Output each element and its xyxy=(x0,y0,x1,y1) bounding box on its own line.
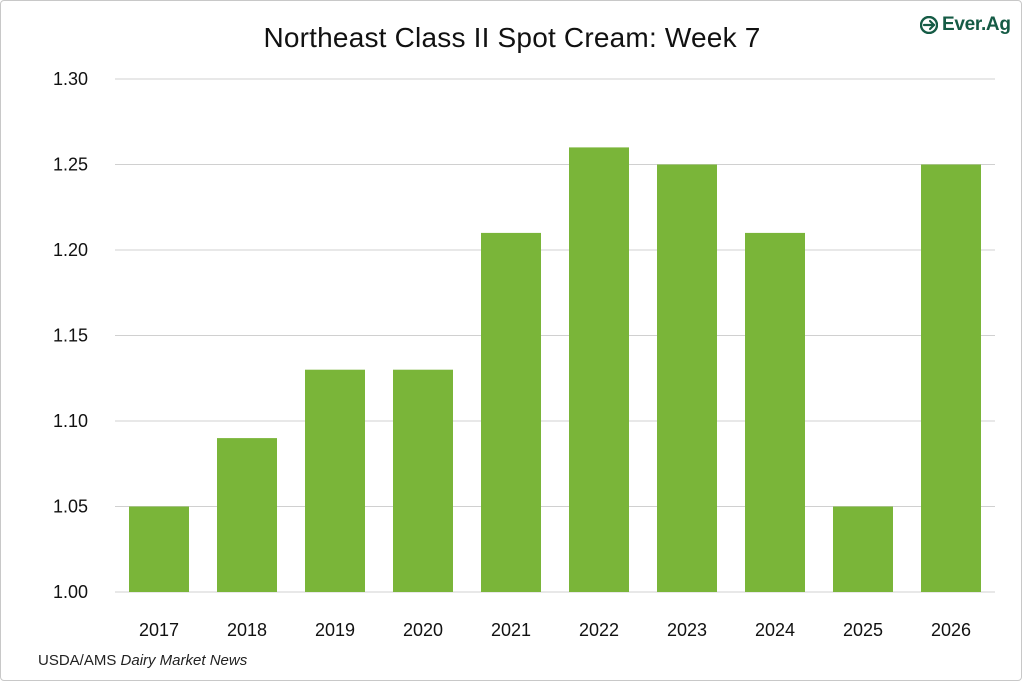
y-tick-label: 1.00 xyxy=(53,582,88,602)
bars xyxy=(129,147,981,592)
y-tick-label: 1.30 xyxy=(53,69,88,89)
x-tick-label: 2026 xyxy=(931,620,971,640)
x-tick-label: 2023 xyxy=(667,620,707,640)
y-tick-label: 1.15 xyxy=(53,326,88,346)
bar-2019 xyxy=(305,369,365,592)
bar-2018 xyxy=(217,438,277,592)
x-axis-ticks: 2017 2018 2019 2020 2021 2022 2023 2024 2025 2026 xyxy=(139,620,971,640)
bar-2023 xyxy=(657,164,717,592)
bar-2021 xyxy=(481,232,541,592)
y-tick-label: 1.25 xyxy=(53,155,88,175)
x-tick-label: 2018 xyxy=(227,620,267,640)
x-tick-label: 2025 xyxy=(843,620,883,640)
x-tick-label: 2022 xyxy=(579,620,619,640)
bar-2026 xyxy=(921,164,981,592)
x-tick-label: 2020 xyxy=(403,620,443,640)
chart-title: Northeast Class II Spot Cream: Week 7 xyxy=(263,22,761,53)
source-prefix: USDA/AMS xyxy=(38,652,121,669)
source-note: USDA/AMS Dairy Market News xyxy=(38,652,247,669)
ever-ag-logo: Ever.Ag xyxy=(920,10,1011,40)
y-axis-ticks: 1.00 1.05 1.10 1.15 1.20 1.25 1.30 xyxy=(53,69,88,602)
y-tick-label: 1.20 xyxy=(53,240,88,260)
bar-2025 xyxy=(833,506,893,592)
bar-2022 xyxy=(569,147,629,592)
x-tick-label: 2021 xyxy=(491,620,531,640)
source-publication: Dairy Market News xyxy=(120,652,248,669)
x-tick-label: 2019 xyxy=(315,620,355,640)
y-tick-label: 1.10 xyxy=(53,411,88,431)
bar-2017 xyxy=(129,506,189,592)
logo-text: Ever.Ag xyxy=(942,14,1011,35)
ever-ag-logo-mark-icon xyxy=(920,16,938,34)
bar-2020 xyxy=(393,369,453,592)
x-tick-label: 2024 xyxy=(755,620,795,640)
y-tick-label: 1.05 xyxy=(53,497,88,517)
bar-2024 xyxy=(745,232,805,592)
x-tick-label: 2017 xyxy=(139,620,179,640)
